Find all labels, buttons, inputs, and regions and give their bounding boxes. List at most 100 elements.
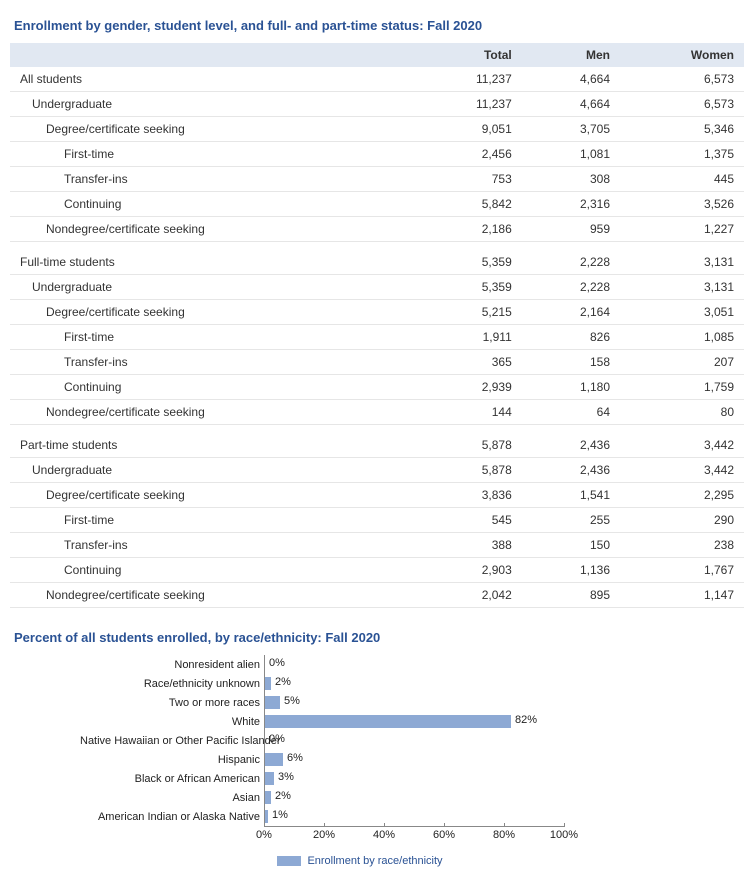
chart-plot-area: 1% xyxy=(264,807,565,826)
cell-women: 2,295 xyxy=(620,483,744,508)
chart-bar xyxy=(265,753,283,766)
cell-women: 1,147 xyxy=(620,583,744,608)
cell-women: 3,131 xyxy=(620,275,744,300)
chart-value-label: 2% xyxy=(275,676,291,688)
legend-swatch xyxy=(277,856,301,866)
row-label: Undergraduate xyxy=(10,92,412,117)
cell-men: 3,705 xyxy=(522,117,620,142)
table-row: Undergraduate5,3592,2283,131 xyxy=(10,275,744,300)
chart-tick-label: 0% xyxy=(256,829,272,841)
cell-women: 5,346 xyxy=(620,117,744,142)
chart-value-label: 1% xyxy=(272,809,288,821)
table-row: First-time2,4561,0811,375 xyxy=(10,142,744,167)
table-row: Degree/certificate seeking5,2152,1643,05… xyxy=(10,300,744,325)
chart-category-label: Hispanic xyxy=(80,754,264,766)
row-label: Transfer-ins xyxy=(10,167,412,192)
cell-men: 4,664 xyxy=(522,67,620,92)
chart-plot-area: 2% xyxy=(264,674,565,693)
cell-women: 1,085 xyxy=(620,325,744,350)
table-row: Continuing5,8422,3163,526 xyxy=(10,192,744,217)
cell-women: 1,227 xyxy=(620,217,744,242)
chart-tick-label: 40% xyxy=(373,829,395,841)
chart-plot-area: 2% xyxy=(264,788,565,807)
row-label: First-time xyxy=(10,508,412,533)
cell-men: 2,436 xyxy=(522,458,620,483)
cell-men: 64 xyxy=(522,400,620,425)
table-row: First-time545255290 xyxy=(10,508,744,533)
chart-category-label: American Indian or Alaska Native xyxy=(80,811,264,823)
table-row: Transfer-ins388150238 xyxy=(10,533,744,558)
cell-women: 1,375 xyxy=(620,142,744,167)
chart-plot-area: 82% xyxy=(264,712,565,731)
cell-men: 158 xyxy=(522,350,620,375)
cell-men: 2,228 xyxy=(522,275,620,300)
cell-total: 5,842 xyxy=(412,192,522,217)
row-label: Continuing xyxy=(10,558,412,583)
cell-women: 207 xyxy=(620,350,744,375)
chart-category-label: White xyxy=(80,716,264,728)
table-row: Nondegree/certificate seeking2,1869591,2… xyxy=(10,217,744,242)
table-row: Degree/certificate seeking3,8361,5412,29… xyxy=(10,483,744,508)
chart-value-label: 82% xyxy=(515,714,537,726)
row-label: Nondegree/certificate seeking xyxy=(10,217,412,242)
cell-men: 1,081 xyxy=(522,142,620,167)
cell-men: 2,164 xyxy=(522,300,620,325)
chart-value-label: 0% xyxy=(269,733,285,745)
col-blank xyxy=(10,43,412,67)
cell-total: 2,903 xyxy=(412,558,522,583)
table-row: Full-time students5,3592,2283,131 xyxy=(10,250,744,275)
chart-row: Race/ethnicity unknown 2% xyxy=(80,674,640,693)
cell-women: 3,442 xyxy=(620,433,744,458)
row-label: All students xyxy=(10,67,412,92)
chart-plot-area: 3% xyxy=(264,769,565,788)
cell-total: 2,939 xyxy=(412,375,522,400)
chart-bar xyxy=(265,791,271,804)
row-label: Degree/certificate seeking xyxy=(10,300,412,325)
cell-women: 445 xyxy=(620,167,744,192)
cell-total: 144 xyxy=(412,400,522,425)
row-label: Continuing xyxy=(10,192,412,217)
cell-men: 1,180 xyxy=(522,375,620,400)
chart-category-label: Native Hawaiian or Other Pacific Islande… xyxy=(80,735,264,747)
cell-women: 1,767 xyxy=(620,558,744,583)
chart-plot-area: 6% xyxy=(264,750,565,769)
chart-category-label: Race/ethnicity unknown xyxy=(80,678,264,690)
cell-women: 6,573 xyxy=(620,92,744,117)
chart-bar xyxy=(265,772,274,785)
chart-x-axis: 0%20%40%60%80%100% xyxy=(264,826,564,845)
cell-total: 5,878 xyxy=(412,433,522,458)
cell-total: 3,836 xyxy=(412,483,522,508)
cell-men: 959 xyxy=(522,217,620,242)
chart-tick-label: 20% xyxy=(313,829,335,841)
legend-label: Enrollment by race/ethnicity xyxy=(307,855,442,867)
cell-women: 3,051 xyxy=(620,300,744,325)
table-row: Continuing2,9031,1361,767 xyxy=(10,558,744,583)
row-label: Degree/certificate seeking xyxy=(10,117,412,142)
cell-women: 1,759 xyxy=(620,375,744,400)
chart-legend: Enrollment by race/ethnicity xyxy=(80,855,640,867)
chart-category-label: Black or African American xyxy=(80,773,264,785)
chart-category-label: Two or more races xyxy=(80,697,264,709)
table-row: Transfer-ins365158207 xyxy=(10,350,744,375)
cell-total: 5,215 xyxy=(412,300,522,325)
table-row: Part-time students5,8782,4363,442 xyxy=(10,433,744,458)
row-label: Part-time students xyxy=(10,433,412,458)
cell-women: 3,526 xyxy=(620,192,744,217)
col-women: Women xyxy=(620,43,744,67)
cell-women: 290 xyxy=(620,508,744,533)
chart-row: Native Hawaiian or Other Pacific Islande… xyxy=(80,731,640,750)
table-row: Nondegree/certificate seeking1446480 xyxy=(10,400,744,425)
row-label: Continuing xyxy=(10,375,412,400)
chart-row: Nonresident alien0% xyxy=(80,655,640,674)
chart-tick-label: 80% xyxy=(493,829,515,841)
cell-men: 1,541 xyxy=(522,483,620,508)
chart-category-label: Asian xyxy=(80,792,264,804)
row-label: Degree/certificate seeking xyxy=(10,483,412,508)
cell-women: 3,442 xyxy=(620,458,744,483)
cell-total: 2,186 xyxy=(412,217,522,242)
chart-plot-area: 0% xyxy=(264,655,565,674)
chart-bar xyxy=(265,696,280,709)
cell-total: 9,051 xyxy=(412,117,522,142)
chart-tick-label: 100% xyxy=(550,829,578,841)
chart-value-label: 0% xyxy=(269,657,285,669)
